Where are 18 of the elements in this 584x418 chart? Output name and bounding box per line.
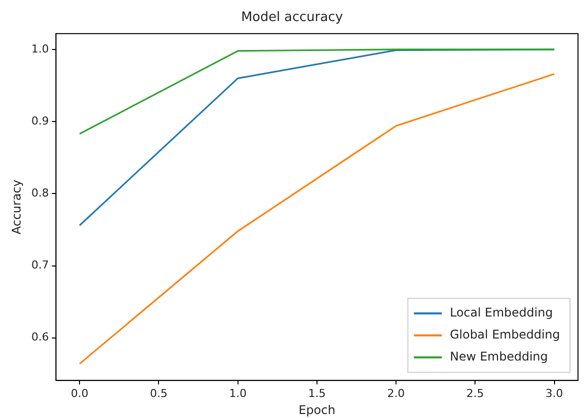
y-tick-label: 1.0 [31, 42, 49, 56]
legend-label: New Embedding [450, 350, 548, 364]
x-tick-label: 2.5 [466, 386, 484, 400]
chart-title: Model accuracy [241, 10, 344, 26]
y-tick-label: 0.9 [31, 114, 49, 128]
x-tick-label: 1.0 [229, 386, 247, 400]
legend-label: Local Embedding [450, 306, 553, 320]
y-tick-label: 0.7 [31, 258, 49, 272]
y-axis-title: Accuracy [9, 180, 24, 234]
x-axis-title: Epoch [298, 402, 336, 417]
x-tick-label: 2.0 [387, 386, 405, 400]
x-tick-label: 0.0 [70, 386, 88, 400]
x-tick-label: 3.0 [546, 386, 564, 400]
y-tick-label: 0.6 [31, 330, 49, 344]
y-tick-label: 0.8 [31, 186, 49, 200]
x-tick-label: 1.5 [308, 386, 326, 400]
legend-label: Global Embedding [450, 328, 560, 342]
x-tick-label: 0.5 [150, 386, 168, 400]
